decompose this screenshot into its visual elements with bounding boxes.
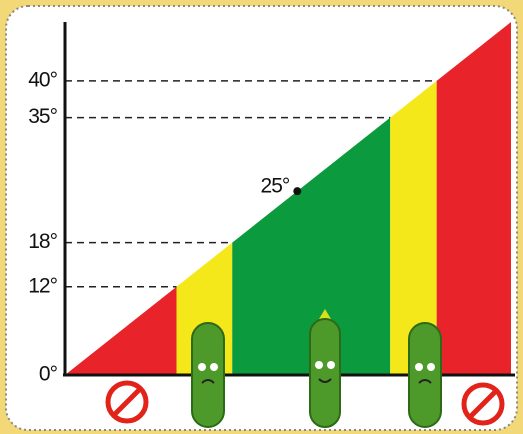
y-tick-label: 40° xyxy=(28,68,57,91)
y-tick-label: 0° xyxy=(39,363,58,386)
point-label: 25° xyxy=(261,175,290,198)
forbidden-icon xyxy=(464,385,502,423)
chart: 0° 12° 18° 35° 40° 25° xyxy=(0,0,523,434)
forbidden-icon xyxy=(108,383,146,421)
zone xyxy=(437,22,511,375)
y-tick-label: 35° xyxy=(28,105,57,128)
y-tick-label: 18° xyxy=(28,230,57,253)
point xyxy=(293,187,301,195)
y-tick-label: 12° xyxy=(28,274,57,297)
cucumber-sad xyxy=(192,323,224,427)
cucumber-happy xyxy=(310,309,340,427)
cucumber-sad xyxy=(409,323,441,427)
